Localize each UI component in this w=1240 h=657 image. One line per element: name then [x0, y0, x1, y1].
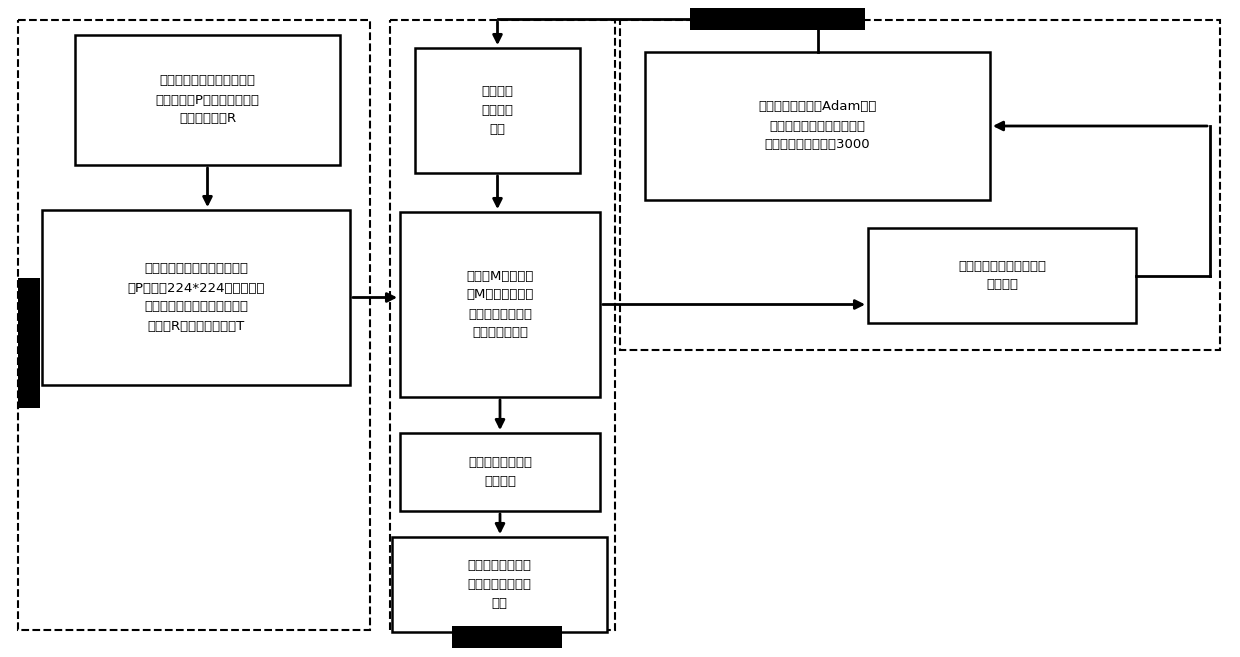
Bar — [401, 433, 600, 511]
Bar — [415, 48, 580, 173]
Bar — [401, 212, 600, 397]
Bar — [868, 228, 1136, 323]
Text: 【输入】
输入喉镜
图像: 【输入】 输入喉镜 图像 — [481, 85, 513, 136]
Bar — [453, 626, 562, 648]
Text: 【数据处理】将喉镜图像数据
集P缩小到224*224，然后将缩
小后的图像中心化，再联合医
学报告R得到训练数据集T: 【数据处理】将喉镜图像数据 集P缩小到224*224，然后将缩 小后的图像中心化… — [128, 263, 265, 332]
Text: 【计算损失】计算网络的
损失函数: 【计算损失】计算网络的 损失函数 — [959, 260, 1047, 292]
Text: 【输出】输出对应
医学报告: 【输出】输出对应 医学报告 — [467, 456, 532, 488]
Bar — [645, 52, 990, 200]
Text: 【输出】输出标记
病变区域后的喉镜
图像: 【输出】输出标记 病变区域后的喉镜 图像 — [467, 559, 532, 610]
Bar — [392, 537, 608, 632]
Text: 【数据采集】获取患者喉镜
图像数据集P，并取得喉镜图
像的医学报告R: 【数据采集】获取患者喉镜 图像数据集P，并取得喉镜图 像的医学报告R — [155, 74, 259, 125]
Text: 【网络M】建立网
络M，网络输入为
喉镜图像，输出为
对应的医学报告: 【网络M】建立网 络M，网络输入为 喉镜图像，输出为 对应的医学报告 — [466, 269, 533, 340]
Bar — [620, 20, 1220, 350]
Bar — [19, 278, 40, 408]
Bar — [42, 210, 350, 385]
Bar — [391, 20, 615, 630]
Bar — [19, 20, 370, 630]
Bar — [689, 8, 866, 30]
Bar — [74, 35, 340, 165]
Text: 【训练网络】使用Adam优化
器更新网络权值，直到达到
最大训练迭代次数为3000: 【训练网络】使用Adam优化 器更新网络权值，直到达到 最大训练迭代次数为300… — [759, 101, 877, 152]
